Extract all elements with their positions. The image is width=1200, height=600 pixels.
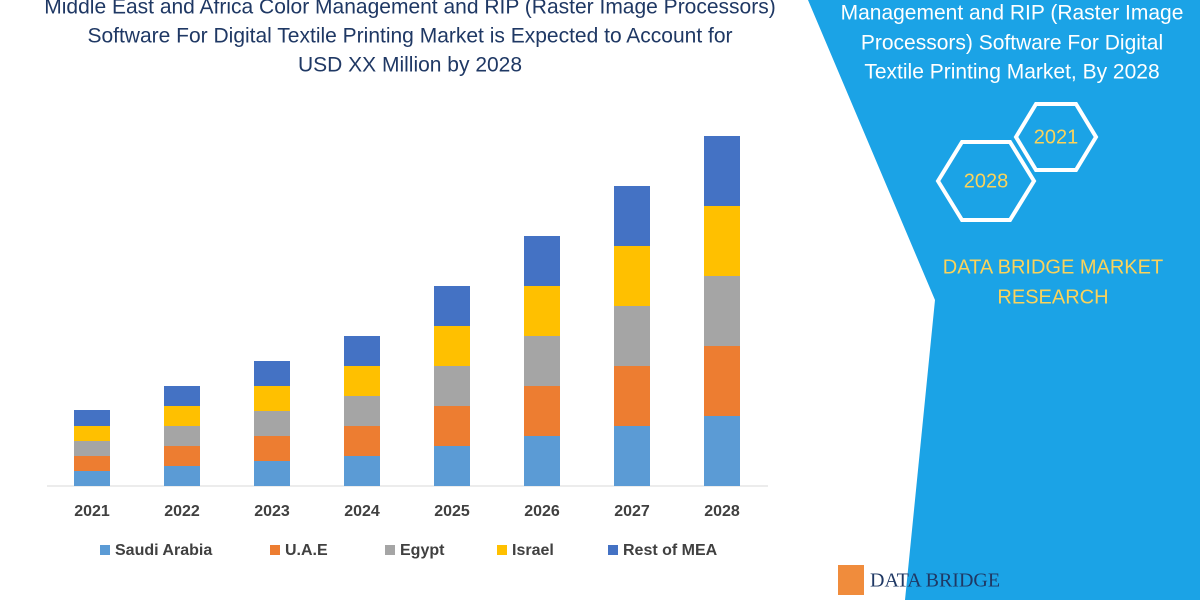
bar-segment xyxy=(344,336,380,366)
legend-label: Saudi Arabia xyxy=(115,542,212,559)
panel-heading-line: Processors) Software For Digital xyxy=(861,32,1163,55)
bar-segment xyxy=(614,186,650,246)
brand-line: RESEARCH xyxy=(997,286,1108,308)
bar-segment xyxy=(524,336,560,386)
legend-label: Rest of MEA xyxy=(623,542,718,559)
x-tick-label: 2026 xyxy=(524,503,560,520)
x-tick-label: 2022 xyxy=(164,503,200,520)
bar-segment xyxy=(254,411,290,436)
bar-segment xyxy=(74,410,110,426)
legend-label: Israel xyxy=(512,542,554,559)
brand-line: DATA BRIDGE MARKET xyxy=(943,256,1163,278)
title-line: Software For Digital Textile Printing Ma… xyxy=(87,25,732,48)
side-panel xyxy=(808,0,1200,600)
legend-swatch xyxy=(385,545,395,555)
bar-segment xyxy=(614,426,650,486)
bar-segment xyxy=(344,456,380,486)
bar-segment xyxy=(704,206,740,276)
bar-segment xyxy=(704,416,740,486)
legend-swatch xyxy=(100,545,110,555)
title-line: USD XX Million by 2028 xyxy=(298,54,522,77)
bar-segment xyxy=(344,396,380,426)
title-line: Middle East and Africa Color Management … xyxy=(44,0,775,19)
x-tick-label: 2027 xyxy=(614,503,650,520)
bar-segment xyxy=(434,406,470,446)
bar-segment xyxy=(704,136,740,206)
bar-segment xyxy=(524,436,560,486)
bar-segment xyxy=(254,461,290,486)
bar-segment xyxy=(344,366,380,396)
hexagon-label: 2021 xyxy=(1034,126,1079,148)
legend-swatch xyxy=(497,545,507,555)
bar-segment xyxy=(524,236,560,286)
bar-segment xyxy=(254,436,290,461)
bar-segment xyxy=(74,426,110,441)
bar-segment xyxy=(434,286,470,326)
bar-segment xyxy=(524,386,560,436)
bar-segment xyxy=(164,466,200,486)
bar-segment xyxy=(614,366,650,426)
bar-segment xyxy=(74,456,110,471)
logo-text: DATA BRIDGE xyxy=(870,570,1000,592)
bar-segment xyxy=(164,386,200,406)
x-tick-label: 2023 xyxy=(254,503,290,520)
bar-segment xyxy=(434,326,470,366)
x-tick-label: 2024 xyxy=(344,503,380,520)
legend-label: Egypt xyxy=(400,542,445,559)
bar-segment xyxy=(164,426,200,446)
bar-segment xyxy=(74,471,110,486)
legend-label: U.A.E xyxy=(285,542,328,559)
bar-segment xyxy=(524,286,560,336)
bar-segment xyxy=(164,406,200,426)
hexagon xyxy=(935,140,1037,222)
bar-segment xyxy=(344,426,380,456)
bar-segment xyxy=(614,246,650,306)
panel-heading: Management and RIP (Raster Image Process… xyxy=(841,2,1184,84)
bar-segment xyxy=(164,446,200,466)
logo-icon xyxy=(838,565,864,595)
hexagon-label: 2028 xyxy=(964,170,1009,192)
bar-segment xyxy=(704,346,740,416)
bar-segment xyxy=(254,361,290,386)
hexagon xyxy=(1013,102,1099,172)
bar-segment xyxy=(74,441,110,456)
x-tick-label: 2021 xyxy=(74,503,110,520)
legend-swatch xyxy=(608,545,618,555)
bar-segment xyxy=(254,386,290,411)
bar-segment xyxy=(614,306,650,366)
panel-heading-line: Textile Printing Market, By 2028 xyxy=(864,61,1159,84)
bar-segment xyxy=(434,446,470,486)
chart-title: Middle East and Africa Color Management … xyxy=(44,0,775,77)
bar-segment xyxy=(704,276,740,346)
panel-heading-line: Management and RIP (Raster Image xyxy=(841,2,1184,25)
x-tick-label: 2025 xyxy=(434,503,470,520)
legend-swatch xyxy=(270,545,280,555)
bar-segment xyxy=(434,366,470,406)
x-tick-label: 2028 xyxy=(704,503,740,520)
